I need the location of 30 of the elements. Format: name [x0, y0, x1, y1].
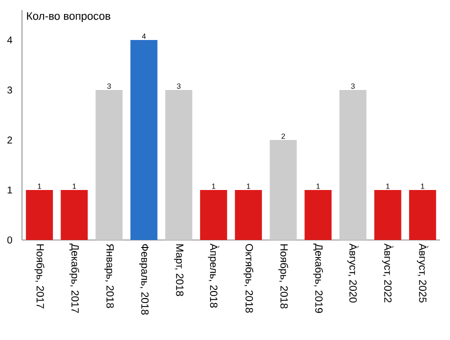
x-tick-label: Ноябрь, 2017 — [34, 244, 44, 308]
y-tick-label: 3 — [7, 86, 12, 94]
y-tick-label: 1 — [8, 186, 12, 194]
chart-title: Кол-во вопросов — [27, 12, 110, 22]
bar — [234, 190, 262, 240]
x-tick-label: Декабрь, 2017 — [69, 244, 80, 313]
bar — [374, 190, 402, 240]
x-tick-label: Октябрь, 2018 — [243, 244, 254, 313]
x-tick-label: Àвгуст, 2025 — [416, 244, 428, 302]
y-tick-label: 2 — [7, 136, 12, 144]
bar — [270, 140, 297, 240]
bar — [409, 190, 436, 240]
bar — [96, 90, 123, 240]
y-tick-label: 4 — [7, 36, 12, 44]
bar — [165, 90, 192, 240]
x-tick-label: Àпрель, 2018 — [208, 244, 220, 308]
y-tick-label: 0 — [7, 236, 12, 244]
bar — [60, 190, 88, 240]
x-tick-label: Ноябрь, 2018 — [278, 244, 288, 308]
bar — [200, 190, 228, 240]
x-tick-label: Март, 2018 — [174, 244, 184, 296]
bar — [130, 40, 158, 240]
x-tick-label: Декабрь, 2019 — [313, 244, 324, 313]
bar — [26, 190, 53, 240]
x-tick-label: Àвгуст, 2020 — [347, 244, 359, 303]
bar — [339, 90, 366, 240]
x-tick-label: Январь, 2018 — [104, 244, 114, 308]
x-tick-label: Àвгуст, 2022 — [382, 244, 394, 302]
x-tick-label: Февраль, 2018 — [139, 244, 149, 315]
bar — [304, 190, 332, 240]
